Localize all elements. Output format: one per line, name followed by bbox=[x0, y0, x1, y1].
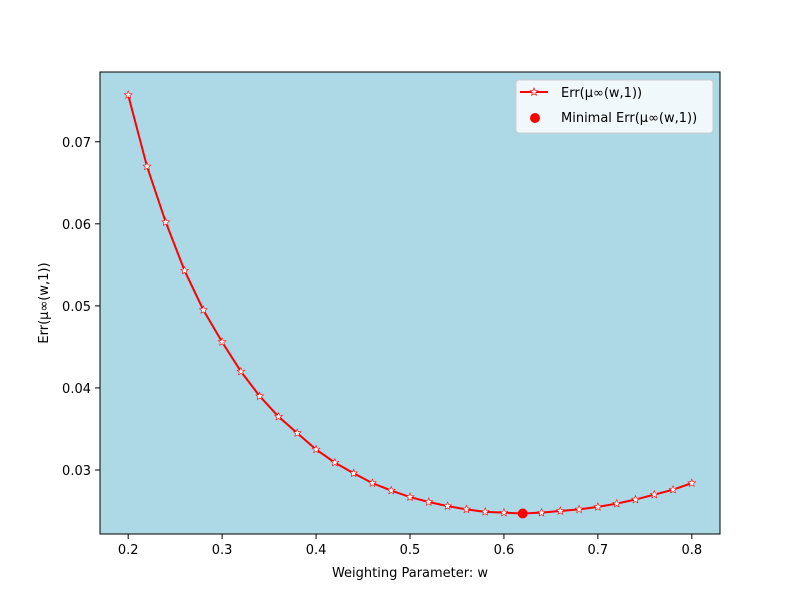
series-marker bbox=[687, 478, 697, 487]
series-marker bbox=[179, 265, 190, 275]
plot-background bbox=[100, 72, 720, 534]
series-marker bbox=[292, 428, 302, 437]
y-tick-label: 0.03 bbox=[62, 464, 91, 479]
series-marker bbox=[443, 501, 453, 510]
series-marker bbox=[593, 502, 603, 511]
series-marker bbox=[161, 217, 171, 227]
x-axis-label: Weighting Parameter: w bbox=[332, 566, 488, 581]
series-marker bbox=[123, 90, 133, 99]
series-marker bbox=[424, 497, 434, 506]
x-tick-label: 0.5 bbox=[400, 543, 421, 558]
legend-label-minimum: Minimal Err(μ∞(w,1)) bbox=[561, 111, 697, 126]
series-marker bbox=[668, 484, 678, 494]
x-tick-label: 0.8 bbox=[681, 543, 702, 558]
legend-box bbox=[515, 79, 714, 134]
series-marker bbox=[217, 337, 227, 346]
series-marker bbox=[311, 444, 321, 454]
x-tick-label: 0.3 bbox=[212, 543, 233, 558]
x-tick-label: 0.7 bbox=[588, 543, 609, 558]
plot-frame bbox=[99, 71, 721, 535]
series-marker bbox=[198, 305, 208, 314]
series-marker bbox=[649, 489, 659, 499]
x-tick-label: 0.2 bbox=[118, 543, 139, 558]
series-markers bbox=[123, 90, 697, 518]
x-tick-label: 0.6 bbox=[494, 543, 515, 558]
series-marker bbox=[236, 366, 246, 376]
y-axis-label: Err(μ∞(w,1)) bbox=[37, 262, 52, 343]
x-tick-label: 0.4 bbox=[306, 543, 327, 558]
legend-marker-swatch bbox=[529, 87, 539, 96]
series-marker bbox=[555, 506, 565, 515]
x-axis: 0.2 0.3 0.4 0.5 0.6 0.7 0.8 bbox=[118, 534, 702, 558]
series-marker bbox=[330, 457, 340, 467]
series-marker bbox=[630, 494, 641, 504]
legend: Err(μ∞(w,1)) Minimal Err(μ∞(w,1)) bbox=[515, 79, 714, 134]
y-tick-label: 0.07 bbox=[62, 136, 91, 151]
y-tick-label: 0.05 bbox=[62, 300, 91, 315]
y-tick-label: 0.06 bbox=[62, 218, 91, 233]
y-tick-label: 0.04 bbox=[62, 382, 91, 397]
legend-point-swatch bbox=[530, 113, 540, 123]
series-marker bbox=[349, 468, 359, 478]
series-marker bbox=[499, 507, 509, 517]
series-marker bbox=[536, 507, 547, 517]
series-marker bbox=[255, 391, 265, 401]
series-marker bbox=[367, 478, 377, 487]
y-axis: 0.03 0.04 0.05 0.06 0.07 bbox=[62, 136, 100, 479]
series-marker bbox=[480, 507, 490, 516]
legend-label-series: Err(μ∞(w,1)) bbox=[561, 86, 642, 101]
minimum-point bbox=[517, 508, 528, 519]
series-marker bbox=[386, 485, 396, 495]
series-marker bbox=[405, 492, 415, 501]
series-marker bbox=[612, 498, 622, 508]
series-marker bbox=[142, 161, 152, 171]
series-marker bbox=[461, 504, 471, 514]
series-marker bbox=[273, 411, 284, 421]
series-marker bbox=[574, 504, 584, 514]
